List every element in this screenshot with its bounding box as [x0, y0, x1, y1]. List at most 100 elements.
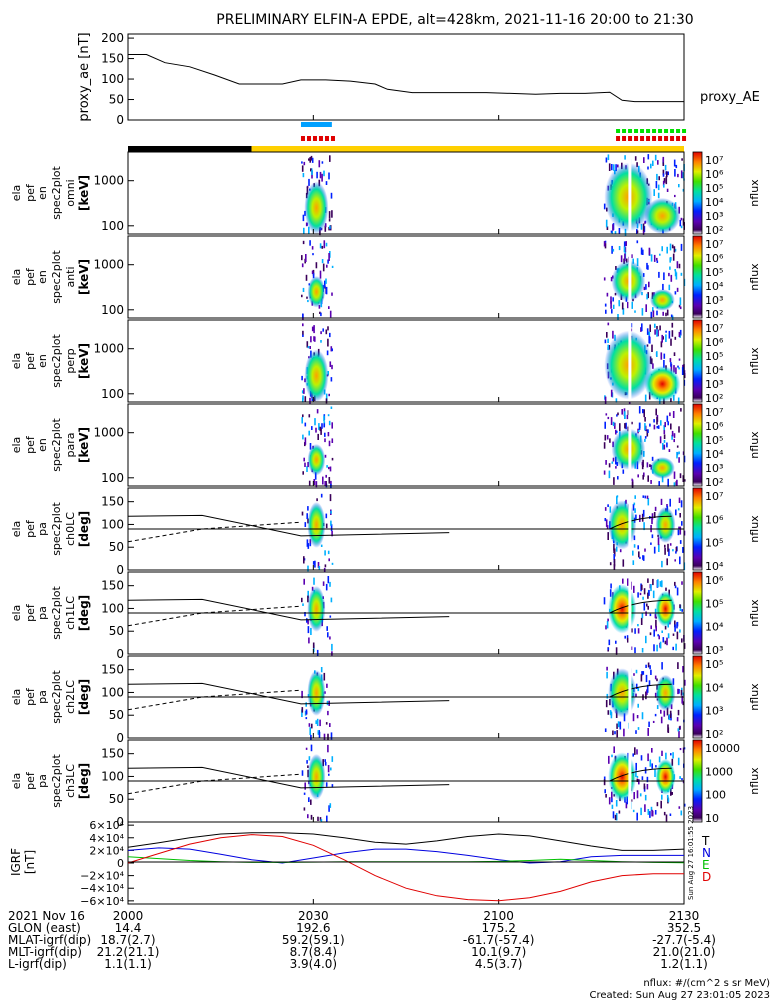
data-speckle: [633, 535, 636, 541]
panel-ylabel-line: ela: [10, 605, 23, 622]
data-speckle: [310, 155, 313, 161]
data-speckle: [664, 547, 666, 555]
igrf-d-line: [127, 834, 684, 902]
data-speckle: [307, 814, 309, 819]
data-speckle: [678, 726, 681, 730]
data-speckle: [323, 170, 325, 177]
data-speckle: [674, 269, 676, 272]
panel-frame-top: [127, 151, 685, 235]
data-speckle: [651, 763, 653, 769]
panel-ylabel-line: [deg]: [77, 595, 91, 631]
ephem-value: 21.2(21.1): [97, 945, 160, 959]
data-speckle: [681, 778, 683, 781]
data-speckle: [673, 471, 676, 479]
data-speckle: [604, 518, 607, 522]
data-speckle: [325, 722, 328, 725]
data-speckle: [317, 816, 319, 821]
data-speckle: [320, 544, 323, 547]
data-speckle: [327, 550, 330, 555]
data-speckle: [303, 161, 306, 166]
panel-ylabel-line: spec2plot: [50, 334, 63, 388]
loss-cone-line: [127, 598, 450, 621]
data-speckle: [636, 775, 639, 778]
side-stamp: Sun Aug 27 16:01:55 2023: [687, 806, 695, 900]
data-speckle: [310, 799, 312, 805]
data-speckle: [622, 469, 625, 474]
data-speckle: [627, 410, 630, 416]
data-speckle: [636, 812, 638, 821]
data-speckle: [662, 637, 665, 643]
data-speckle: [641, 323, 643, 332]
data-speckle: [627, 301, 629, 309]
data-speckle: [679, 629, 681, 633]
panel-ylabel-line: en: [36, 438, 49, 452]
data-speckle: [328, 172, 330, 180]
bar-green-seg: [652, 129, 657, 133]
data-speckle: [650, 625, 652, 630]
data-speckle: [619, 721, 622, 730]
data-speckle: [320, 312, 322, 317]
data-speckle: [641, 613, 644, 619]
data-speckle: [604, 434, 607, 441]
data-speckle: [302, 603, 304, 606]
data-speckle: [604, 507, 607, 511]
data-speckle: [669, 412, 671, 417]
flux-blob: [608, 668, 637, 718]
data-speckle: [309, 443, 312, 450]
data-speckle: [625, 422, 627, 430]
data-speckle: [613, 559, 616, 567]
data-speckle: [677, 757, 680, 766]
data-speckle: [666, 309, 669, 316]
data-speckle: [305, 747, 308, 750]
data-speckle: [678, 331, 681, 337]
ephem-value: 2030: [298, 909, 329, 923]
data-speckle: [647, 166, 649, 170]
data-speckle: [311, 326, 314, 332]
data-speckle: [640, 755, 643, 761]
data-speckle: [643, 522, 645, 531]
data-speckle: [624, 247, 627, 253]
colorbar-label: 10³: [705, 462, 723, 475]
ephem-value: 4.5(3.7): [475, 957, 523, 971]
data-speckle: [327, 259, 329, 264]
data-speckle: [656, 802, 659, 807]
flux-blob: [307, 276, 326, 308]
data-speckle: [305, 254, 307, 262]
colorbar-label: 10⁶: [705, 574, 724, 587]
data-speckle: [630, 646, 633, 650]
data-speckle: [630, 799, 633, 802]
bar-black: [128, 146, 252, 152]
data-speckle: [607, 416, 610, 420]
data-speckle: [676, 622, 678, 629]
bar-red-seg: [306, 136, 311, 141]
data-speckle: [302, 397, 304, 403]
data-speckle: [326, 815, 328, 823]
data-speckle: [327, 632, 329, 638]
panel-ylabel-line: pef: [24, 519, 37, 538]
data-speckle: [325, 181, 328, 185]
panel-ylabel-line: pef: [24, 267, 37, 286]
data-speckle: [658, 635, 660, 640]
data-speckle: [301, 390, 304, 394]
data-speckle: [328, 440, 331, 447]
data-speckle: [657, 192, 660, 199]
data-speckle: [671, 322, 674, 328]
data-speckle: [603, 203, 606, 210]
data-speckle: [301, 263, 304, 268]
data-speckle: [649, 464, 651, 467]
data-speckle: [304, 782, 306, 790]
data-speckle: [636, 240, 639, 244]
colorbar: [692, 655, 703, 739]
data-speckle: [307, 595, 309, 603]
data-speckle: [314, 472, 317, 480]
igrf-tick-label: 0: [117, 857, 124, 870]
data-speckle: [325, 393, 328, 401]
data-speckle: [647, 728, 649, 736]
data-speckle: [627, 637, 629, 643]
data-speckle: [612, 224, 614, 231]
igrf-tick-label: −2×10⁴: [80, 870, 124, 883]
data-speckle: [663, 430, 666, 435]
data-speckle: [324, 759, 326, 763]
data-speckle: [682, 547, 684, 553]
